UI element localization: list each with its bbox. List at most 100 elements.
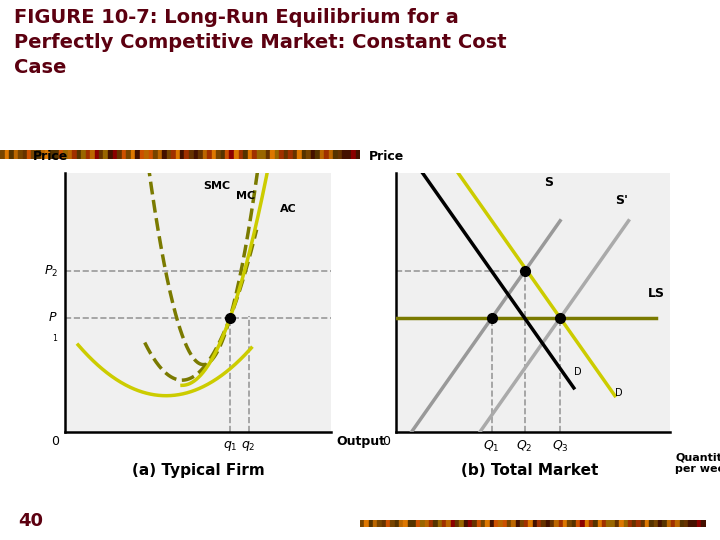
Bar [4,150,9,159]
Bar [243,150,248,159]
Bar [122,150,126,159]
Bar [342,150,346,159]
Bar [360,520,364,526]
Bar [567,520,572,526]
Bar [261,150,266,159]
Bar [140,150,144,159]
Bar [559,520,563,526]
Bar [333,150,338,159]
Bar [302,150,306,159]
Bar [563,520,567,526]
Bar [377,520,382,526]
Bar [636,520,641,526]
Bar [442,520,446,526]
Bar [481,520,485,526]
Bar [68,150,72,159]
Bar [511,520,516,526]
Bar [81,150,86,159]
Bar [429,520,433,526]
Text: (b) Total Market: (b) Total Market [461,463,598,478]
Bar [32,150,36,159]
Text: Output: Output [336,435,385,448]
Bar [386,520,390,526]
Bar [662,520,667,526]
Bar [667,520,671,526]
Bar [22,150,27,159]
Text: $P$: $P$ [48,312,58,325]
Bar [576,520,580,526]
Bar [117,150,122,159]
Bar [338,150,342,159]
Bar [373,520,377,526]
Bar [598,520,602,526]
Bar [292,150,297,159]
Text: S': S' [615,194,628,207]
Bar [36,150,40,159]
Bar [270,150,274,159]
Bar [697,520,701,526]
Bar [76,150,81,159]
Bar [572,520,576,526]
Bar [90,150,94,159]
Text: MC: MC [236,191,256,201]
Bar [256,150,261,159]
Bar [399,520,403,526]
Text: Quantity
per week: Quantity per week [675,453,720,474]
Bar [580,520,585,526]
Bar [63,150,68,159]
Text: $q_1$: $q_1$ [222,439,238,453]
Bar [346,150,351,159]
Bar [58,150,63,159]
Text: $P_2$: $P_2$ [44,264,58,279]
Bar [464,520,468,526]
Bar [297,150,302,159]
Bar [611,520,615,526]
Bar [541,520,546,526]
Bar [9,150,14,159]
Bar [72,150,76,159]
Bar [688,520,693,526]
Text: 40: 40 [18,512,43,530]
Bar [189,150,194,159]
Text: Price: Price [369,150,404,163]
Bar [279,150,284,159]
Bar [490,520,494,526]
Text: $_1$: $_1$ [52,333,58,345]
Bar [658,520,662,526]
Bar [641,520,645,526]
Bar [438,520,442,526]
Bar [99,150,104,159]
Bar [328,150,333,159]
Text: FIGURE 10-7: Long-Run Equilibrium for a
Perfectly Competitive Market: Constant C: FIGURE 10-7: Long-Run Equilibrium for a … [14,8,507,77]
Bar [671,520,675,526]
Bar [238,150,243,159]
Bar [485,520,490,526]
Bar [537,520,541,526]
Bar [284,150,288,159]
Bar [589,520,593,526]
Bar [649,520,654,526]
Text: D: D [574,367,582,377]
Bar [266,150,270,159]
Bar [220,150,225,159]
Bar [364,520,369,526]
Bar [225,150,230,159]
Bar [130,150,135,159]
Text: $Q_2$: $Q_2$ [516,439,533,454]
Bar [158,150,162,159]
Bar [176,150,180,159]
Bar [593,520,598,526]
Bar [395,520,399,526]
Bar [624,520,628,526]
Bar [40,150,45,159]
Bar [382,520,386,526]
Bar [27,150,32,159]
Text: LS: LS [648,287,665,300]
Text: Price: Price [33,150,68,163]
Bar [425,520,429,526]
Bar [675,520,680,526]
Bar [507,520,511,526]
Bar [135,150,140,159]
Bar [446,520,451,526]
Bar [645,520,649,526]
